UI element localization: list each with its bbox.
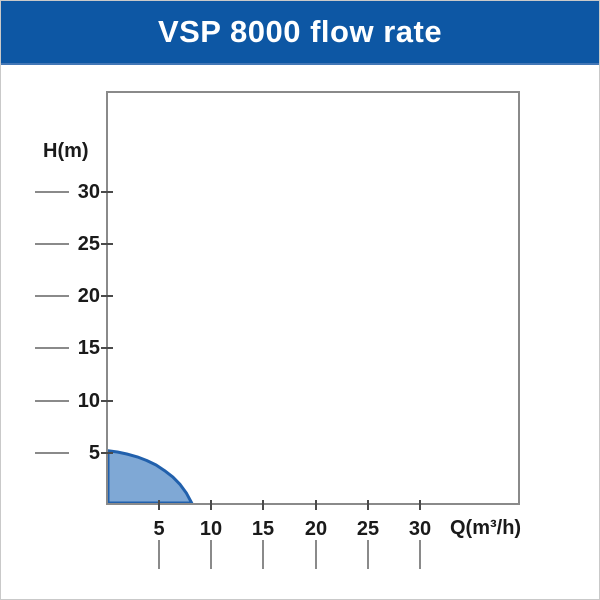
x-axis-label: Q(m³/h)	[450, 517, 522, 539]
x-outer-dash	[315, 540, 317, 569]
y-tick	[101, 243, 113, 245]
x-outer-dash	[210, 540, 212, 569]
x-outer-dash	[419, 540, 421, 569]
x-tick-label: 30	[408, 518, 432, 540]
x-tick	[210, 500, 212, 510]
x-tick-label: 20	[304, 518, 328, 540]
title-bar: VSP 8000 flow rate	[1, 1, 599, 65]
x-tick-label: 15	[251, 518, 275, 540]
y-outer-dash	[35, 347, 69, 349]
x-outer-dash	[158, 540, 160, 569]
y-outer-dash	[35, 243, 69, 245]
plot-area	[106, 91, 520, 505]
x-tick	[262, 500, 264, 510]
y-tick	[101, 191, 113, 193]
pump-curve-area	[108, 449, 194, 503]
y-tick	[101, 400, 113, 402]
x-tick-label: 5	[153, 518, 165, 540]
x-tick-label: 10	[199, 518, 223, 540]
y-tick-label: 10	[77, 390, 100, 412]
x-outer-dash	[367, 540, 369, 569]
y-tick	[101, 452, 113, 454]
y-axis-label: H(m)	[43, 140, 89, 162]
pump-curve-chart	[108, 449, 194, 503]
y-tick-label: 20	[77, 285, 100, 307]
y-tick	[101, 347, 113, 349]
x-tick	[158, 500, 160, 510]
y-tick-label: 5	[88, 442, 100, 464]
y-tick-label: 25	[77, 233, 100, 255]
y-tick	[101, 295, 113, 297]
x-tick	[367, 500, 369, 510]
y-outer-dash	[35, 452, 69, 454]
x-outer-dash	[262, 540, 264, 569]
x-tick-label: 25	[356, 518, 380, 540]
x-tick	[419, 500, 421, 510]
page-title: VSP 8000 flow rate	[157, 14, 443, 49]
y-outer-dash	[35, 295, 69, 297]
x-tick	[315, 500, 317, 510]
y-outer-dash	[35, 400, 69, 402]
y-tick-label: 15	[77, 337, 100, 359]
y-tick-label: 30	[77, 181, 100, 203]
y-outer-dash	[35, 191, 69, 193]
